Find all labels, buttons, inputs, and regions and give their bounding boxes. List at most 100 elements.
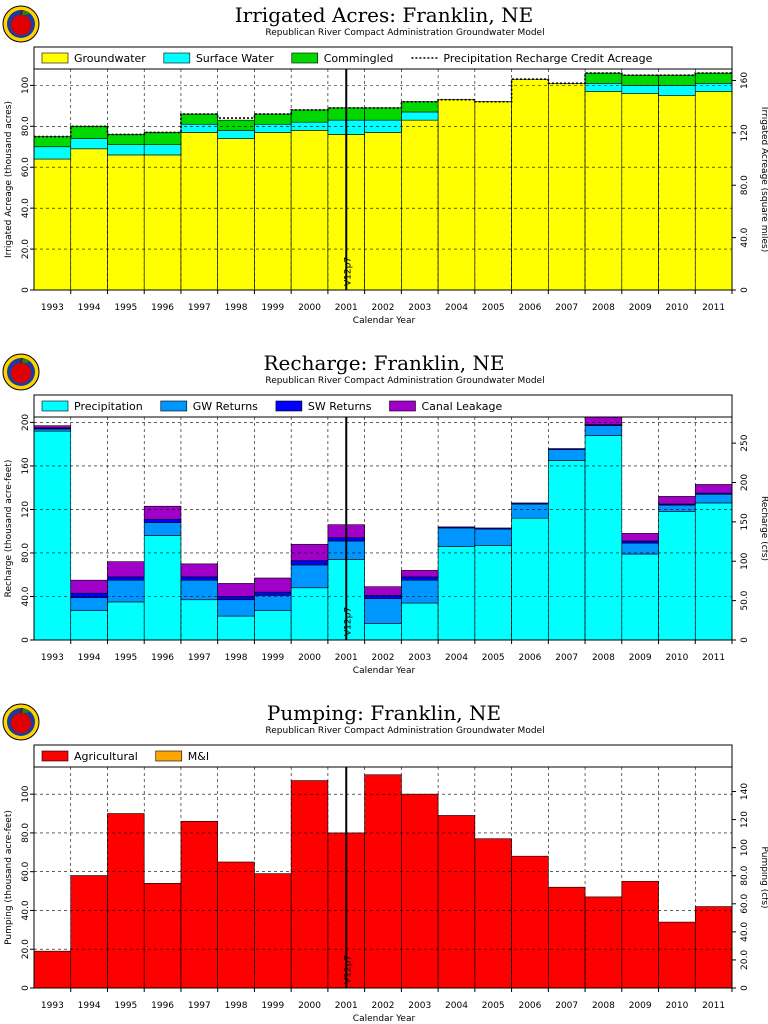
bar: [254, 873, 292, 989]
y-tick-label: 100: [21, 77, 31, 94]
y-right-tick-label: 150: [740, 513, 750, 530]
bar: [254, 577, 292, 593]
bar: [254, 123, 292, 133]
bar: [290, 587, 329, 641]
x-tick-label: 1997: [188, 303, 211, 313]
grid: [34, 767, 732, 988]
bar: [364, 598, 402, 624]
legend-swatch: [41, 750, 69, 762]
bar: [70, 610, 108, 641]
bar: [180, 132, 218, 291]
x-tick-label: 1995: [114, 303, 137, 313]
legend-label: Surface Water: [196, 52, 274, 65]
bar: [217, 138, 255, 291]
bar: [143, 883, 182, 989]
bar: [180, 563, 218, 578]
bar: [658, 511, 696, 641]
legend-swatch: [41, 52, 69, 64]
bar: [584, 83, 623, 92]
x-tick-label: 1996: [151, 653, 174, 663]
bar: [694, 83, 733, 92]
bar: [694, 484, 733, 494]
bar: [584, 72, 623, 84]
series-gw-returns: [33, 425, 733, 624]
bar: [107, 134, 145, 146]
y-tick-label: 80.0: [21, 116, 31, 136]
apple-logo-icon: [2, 703, 40, 741]
legend-swatch: [163, 52, 191, 64]
logo-stem: [20, 9, 23, 16]
bar: [70, 592, 108, 598]
x-tick-label: 2010: [665, 303, 688, 313]
y-axis-label-right: Irrigated Acreage (square miles): [759, 107, 768, 252]
x-tick-label: 1998: [225, 653, 248, 663]
y-right-tick-label: 40.0: [740, 227, 750, 247]
bar: [694, 72, 733, 84]
y-right-tick-label: 200: [740, 474, 750, 491]
bar: [107, 561, 145, 578]
y-right-tick-label: 40.0: [740, 922, 750, 942]
y-right-tick-label: 140: [740, 783, 750, 800]
x-tick-label: 2008: [592, 653, 615, 663]
bar: [143, 505, 182, 520]
x-tick-label: 2004: [445, 653, 468, 663]
x-tick-label: 1993: [41, 303, 64, 313]
logo-leaf: [21, 709, 29, 713]
legend-label: Commingled: [324, 52, 394, 65]
x-tick-label: 1996: [151, 303, 174, 313]
bar: [290, 130, 329, 291]
x-tick-label: 1994: [78, 1001, 101, 1011]
x-tick-label: 1995: [114, 1001, 137, 1011]
bar: [217, 130, 255, 139]
bar: [621, 93, 659, 291]
bar: [658, 504, 696, 512]
bar: [254, 591, 292, 596]
bar: [143, 154, 182, 291]
x-tick-label: 2003: [408, 1001, 431, 1011]
bar: [143, 132, 182, 146]
y-right-tick-label: 100: [740, 839, 750, 856]
bar: [584, 896, 623, 989]
bar: [694, 502, 733, 641]
logo-apple: [11, 363, 31, 383]
bar: [511, 78, 549, 291]
bar: [364, 132, 402, 291]
bar: [401, 111, 439, 121]
y-right-tick-label: 20.0: [740, 950, 750, 970]
grid: [34, 417, 732, 640]
legend-swatch: [41, 400, 69, 412]
y-tick-label: 0: [21, 287, 31, 293]
x-tick-label: 2000: [298, 653, 321, 663]
bar: [107, 144, 145, 156]
bar: [364, 586, 402, 596]
y-axis-label-right: Pumping (cfs): [759, 846, 768, 908]
y-axis-label-right: Recharge (cfs): [759, 496, 768, 561]
x-tick-label: 2003: [408, 653, 431, 663]
bar: [217, 596, 255, 601]
x-tick-label: 2008: [592, 303, 615, 313]
y-right-tick-label: 80.0: [740, 175, 750, 195]
apple-logo-icon: [2, 5, 40, 43]
bar: [143, 518, 182, 523]
bar: [33, 425, 72, 429]
bar: [143, 535, 182, 641]
y-right-tick-label: 80.0: [740, 865, 750, 885]
y-tick-label: 80.0: [21, 823, 31, 843]
logo-leaf: [21, 11, 29, 15]
annotation-label: V12p7: [343, 955, 353, 984]
bar: [107, 601, 145, 641]
legend-label: Agricultural: [74, 750, 138, 763]
bar: [254, 113, 292, 125]
bar: [621, 881, 659, 989]
x-tick-label: 2005: [482, 303, 505, 313]
bar: [474, 545, 512, 641]
bar: [548, 460, 586, 641]
bar: [584, 91, 623, 291]
bar: [290, 109, 329, 123]
bar: [474, 101, 512, 291]
legend-label: Precipitation: [74, 400, 143, 413]
bar: [658, 74, 696, 86]
legend-label: GW Returns: [193, 400, 258, 413]
bar: [107, 576, 145, 581]
bar: [621, 533, 659, 542]
